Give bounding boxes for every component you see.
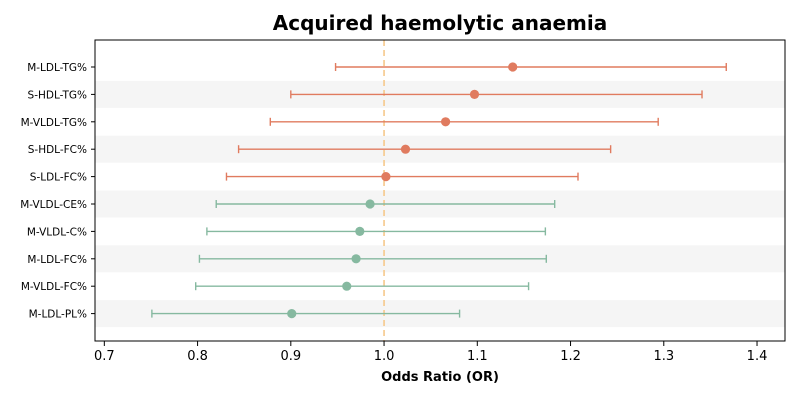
y-tick-label: M-LDL-FC% bbox=[27, 254, 87, 266]
or-point bbox=[365, 199, 375, 209]
y-tick-label: S-HDL-FC% bbox=[28, 144, 87, 156]
or-point bbox=[342, 281, 352, 291]
y-tick-label: M-VLDL-C% bbox=[27, 226, 87, 238]
x-tick-label: 1.3 bbox=[653, 349, 674, 364]
x-tick-label: 1.4 bbox=[747, 349, 768, 364]
y-tick-label: M-VLDL-CE% bbox=[20, 199, 87, 211]
y-tick-label: S-LDL-FC% bbox=[30, 172, 87, 184]
x-tick-label: 1.1 bbox=[467, 349, 488, 364]
or-point bbox=[381, 172, 391, 182]
or-point bbox=[287, 309, 297, 319]
or-point bbox=[355, 226, 365, 236]
or-point bbox=[400, 144, 411, 154]
y-tick-label: M-VLDL-FC% bbox=[21, 281, 87, 293]
x-tick-label: 1.0 bbox=[374, 349, 395, 364]
or-point bbox=[440, 117, 451, 127]
x-tick-label: 0.9 bbox=[280, 349, 301, 364]
plot-frame bbox=[94, 39, 786, 342]
y-tick-label: S-HDL-TG% bbox=[28, 89, 87, 101]
x-tick-label: 0.7 bbox=[94, 349, 115, 364]
y-tick-label: M-VLDL-TG% bbox=[21, 117, 87, 129]
x-axis-label: Odds Ratio (OR) bbox=[381, 370, 499, 385]
or-point bbox=[351, 254, 361, 264]
chart-title: Acquired haemolytic anaemia bbox=[273, 11, 607, 35]
y-tick-label: M-LDL-TG% bbox=[27, 62, 87, 74]
or-point bbox=[508, 62, 518, 72]
x-tick-label: 1.2 bbox=[560, 349, 581, 364]
or-point bbox=[469, 89, 480, 99]
x-tick-label: 0.8 bbox=[187, 349, 208, 364]
y-tick-label: M-LDL-PL% bbox=[29, 309, 87, 321]
